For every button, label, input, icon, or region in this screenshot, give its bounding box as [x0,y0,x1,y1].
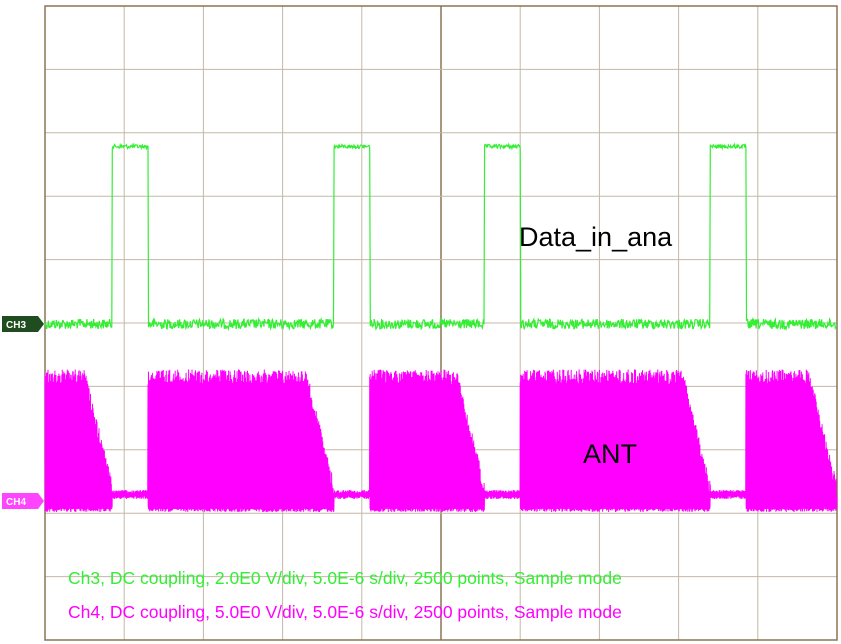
ch4-info-text: Ch4, DC coupling, 5.0E0 V/div, 5.0E-6 s/… [68,602,622,622]
ch4-marker-label: CH4 [6,497,26,508]
ch4-burst [369,381,485,509]
waveform-traces [44,142,838,513]
ch4-annotation-label: ANT [583,439,637,469]
ch3-waveform [44,142,838,332]
ch3-marker-label: CH3 [6,320,26,331]
ch4-burst [147,381,335,509]
ch4-burst [520,381,711,509]
ch3-marker: CH3 [2,316,44,332]
ch4-burst [45,381,113,509]
ch3-annotation-label: Data_in_ana [519,222,673,252]
ch3-info-text: Ch3, DC coupling, 2.0E0 V/div, 5.0E-6 s/… [68,568,622,588]
ch4-marker: CH4 [2,493,44,509]
ch4-burst [745,381,837,509]
